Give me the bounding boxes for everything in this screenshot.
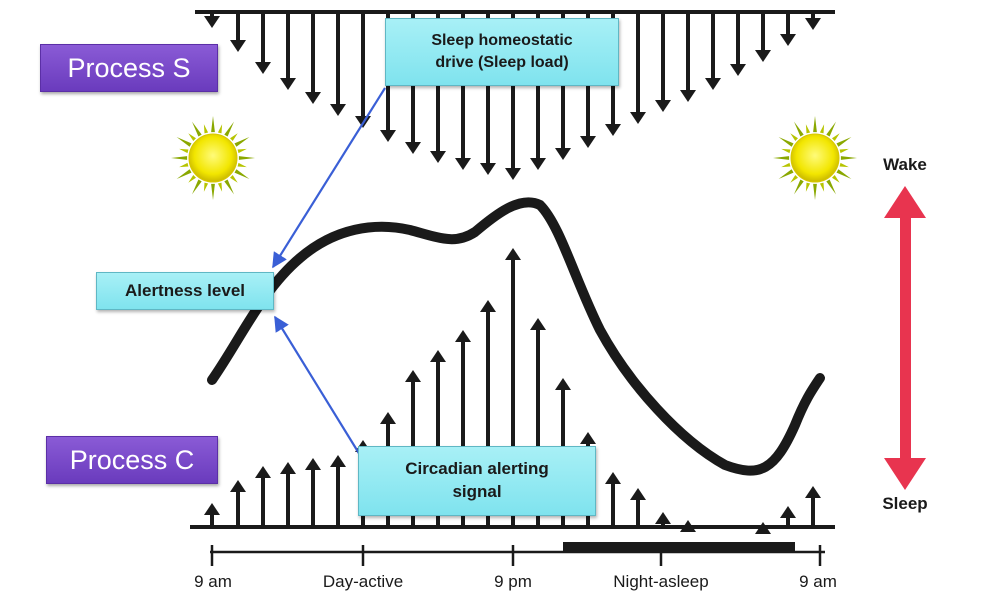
- circadian-pointer: [274, 315, 361, 456]
- up-arrow: [780, 506, 796, 527]
- up-arrow: [305, 458, 321, 527]
- down-arrow: [355, 12, 371, 128]
- up-arrow: [230, 480, 246, 527]
- callout-line: drive (Sleep load): [435, 54, 569, 71]
- circadian-alerting-signal-callout: Circadian alerting signal: [358, 446, 596, 516]
- sun-icon: [171, 116, 255, 200]
- axis-label-day: Day-active: [322, 572, 404, 591]
- alertness-level-callout: Alertness level: [96, 272, 274, 310]
- callout-line: signal: [452, 482, 502, 501]
- sun-icon: [773, 116, 857, 200]
- down-arrow: [330, 12, 346, 116]
- up-arrow: [680, 520, 696, 532]
- down-arrow: [630, 12, 646, 124]
- wake-label: Wake: [883, 155, 927, 174]
- down-arrow: [655, 12, 671, 112]
- down-arrow: [204, 12, 220, 28]
- up-arrow: [805, 486, 821, 527]
- down-arrow: [730, 12, 746, 76]
- process-s-label: Process S: [40, 44, 218, 92]
- sleep-drive-pointer: [272, 87, 386, 269]
- up-arrow: [755, 522, 771, 534]
- sleep-label: Sleep: [882, 494, 928, 513]
- down-arrow: [230, 12, 246, 52]
- wake-sleep-arrow: [884, 186, 926, 490]
- down-arrow: [680, 12, 696, 102]
- axis-label-start: 9 am: [194, 572, 232, 591]
- sleep-homeostatic-drive-callout: Sleep homeostatic drive (Sleep load): [385, 18, 619, 86]
- up-arrow: [605, 472, 621, 527]
- down-arrow: [780, 12, 796, 46]
- up-arrow: [204, 503, 220, 527]
- callout-line: Sleep homeostatic: [431, 32, 573, 50]
- down-arrow: [755, 12, 771, 62]
- up-arrow: [655, 512, 671, 527]
- axis-label-evening: 9 pm: [494, 572, 532, 591]
- down-arrow: [255, 12, 271, 74]
- down-arrow: [305, 12, 321, 104]
- up-arrow: [280, 462, 296, 527]
- axis-label-night: Night-asleep: [613, 572, 709, 591]
- up-arrow: [330, 455, 346, 527]
- down-arrow: [705, 12, 721, 90]
- down-arrow: [805, 12, 821, 30]
- process-c-label: Process C: [46, 436, 218, 484]
- up-arrow: [255, 466, 271, 527]
- alertness-curve: [207, 197, 825, 476]
- axis-label-end: 9 am: [799, 572, 837, 591]
- callout-line: Circadian alerting: [405, 459, 549, 479]
- night-bar: [563, 542, 795, 551]
- up-arrow: [630, 488, 646, 527]
- down-arrow: [280, 12, 296, 90]
